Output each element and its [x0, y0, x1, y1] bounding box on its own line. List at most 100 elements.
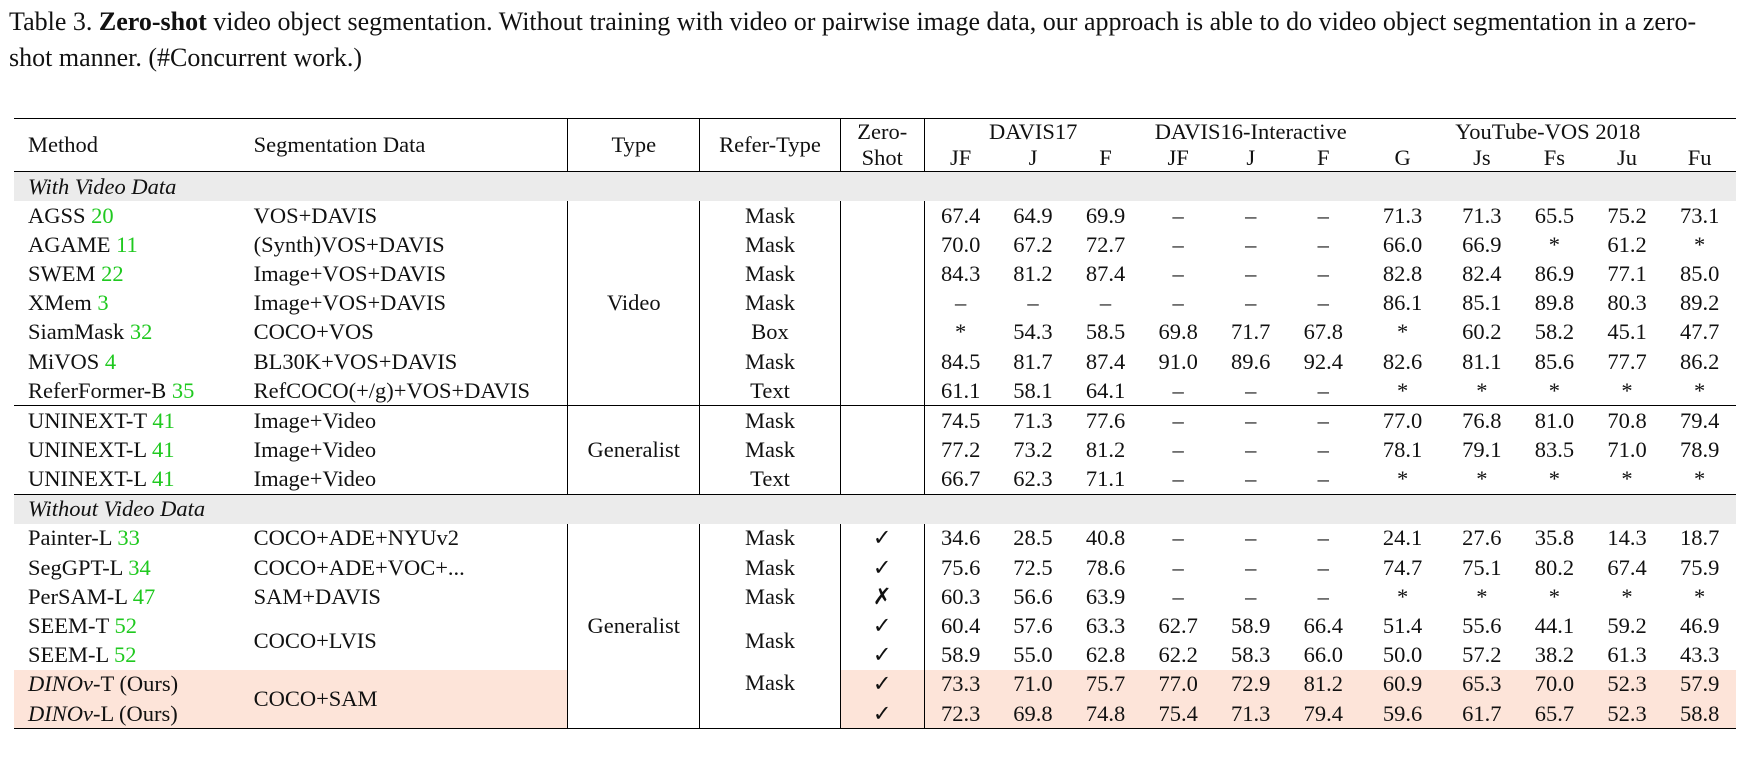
segmentation-data: Image+VOS+DAVIS — [253, 290, 447, 316]
value-cell: 54.3 — [1013, 319, 1053, 345]
value-cell: 60.9 — [1359, 669, 1446, 699]
col-method: Method — [28, 132, 98, 157]
value-cell: 52.3 — [1590, 669, 1664, 699]
value-cell: * — [1621, 583, 1633, 609]
section-with-video: With Video Data — [14, 171, 1736, 201]
method-label: MiVOS — [28, 348, 105, 374]
method-suffix: -L (Ours) — [92, 700, 178, 726]
value-cell: 46.9 — [1679, 613, 1720, 639]
value-cell: 71.0 — [996, 669, 1070, 699]
value-cell: * — [1476, 377, 1488, 403]
value-cell: 63.3 — [1085, 613, 1126, 639]
citation-ref: 32 — [129, 319, 153, 345]
zero-shot-cell: ✓ — [839, 699, 925, 729]
value-cell: 69.9 — [1085, 202, 1126, 228]
value-cell: * — [1548, 466, 1561, 492]
value-cell: – — [1317, 231, 1329, 257]
citation-ref: 41 — [151, 466, 175, 492]
value-cell: 78.6 — [1085, 554, 1126, 580]
value-cell: – — [1172, 231, 1184, 257]
value-cell: 58.1 — [1013, 377, 1053, 403]
value-cell: 92.4 — [1303, 348, 1343, 374]
value-cell: 43.3 — [1679, 642, 1720, 668]
value-cell: 18.7 — [1679, 525, 1720, 551]
method-name: PerSAM-L 47 — [14, 582, 240, 611]
value-cell: – — [1317, 525, 1329, 551]
method-name: UNINEXT-L 41 — [14, 436, 240, 465]
value-cell: 71.7 — [1231, 319, 1271, 345]
value-cell: 57.6 — [1013, 613, 1053, 639]
table-row: SEEM-L 52 ✓ 58.9 55.0 62.8 62.2 58.3 66.0 50.0 57… — [14, 640, 1736, 670]
value-cell: – — [1245, 554, 1257, 580]
value-cell: 71.3 — [1013, 407, 1053, 433]
header-row-1: Method Segmentation Data Type Refer-Type… — [14, 118, 1736, 172]
citation-ref: 52 — [114, 642, 137, 668]
value-cell: – — [1027, 290, 1039, 316]
value-cell: – — [1172, 407, 1184, 433]
value-cell: – — [1317, 377, 1329, 403]
value-cell: 55.0 — [1013, 642, 1053, 668]
method-label: SiamMask — [28, 319, 130, 345]
value-cell: 75.4 — [1141, 699, 1215, 729]
table-row: XMem 3 Image+VOS+DAVIS Mask – – – – – – 86.1 85.1 8… — [14, 288, 1736, 318]
segmentation-data: Image+VOS+DAVIS — [253, 260, 447, 286]
value-cell: * — [1396, 319, 1409, 345]
refer-type: Mask — [699, 553, 841, 583]
value-cell: 61.3 — [1607, 642, 1647, 668]
value-cell: – — [1245, 583, 1257, 609]
value-cell: 66.0 — [1303, 642, 1343, 668]
table-row: UNINEXT-L 41 Image+Video Text 66.7 62.3 71.1 –… — [14, 464, 1736, 495]
value-cell: 78.9 — [1679, 437, 1720, 463]
value-cell: 56.6 — [1013, 583, 1053, 609]
col-refer-type: Refer-Type — [699, 118, 841, 172]
segmentation-data: Image+Video — [253, 407, 377, 433]
zero-shot-cell — [839, 317, 925, 347]
value-cell: 77.2 — [923, 435, 997, 465]
col-ytvos: YouTube-VOS 2018 — [1455, 119, 1641, 144]
refer-type: Mask — [699, 435, 841, 465]
value-cell: 84.5 — [923, 346, 997, 377]
method-label: XMem — [28, 290, 98, 316]
value-cell: 66.0 — [1382, 231, 1423, 257]
value-cell: 60.2 — [1462, 319, 1502, 345]
col-yt-ju: Ju — [1617, 145, 1638, 170]
section-label: Without Video Data — [14, 494, 1736, 524]
table-row: SWEM 22 Image+VOS+DAVIS Mask 84.3 81.2 87.4 – –… — [14, 259, 1736, 289]
value-cell: 87.4 — [1085, 348, 1126, 374]
group-generalist-video: UNINEXT-T 41 Image+Video Generalist Mask 74.… — [14, 405, 1736, 495]
value-cell: 82.8 — [1382, 260, 1423, 286]
col-d17-f: F — [1099, 145, 1112, 170]
value-cell: * — [1694, 377, 1706, 403]
refer-type: Mask — [699, 405, 841, 436]
value-cell: 66.4 — [1303, 613, 1343, 639]
value-cell: 50.0 — [1382, 642, 1423, 668]
segmentation-data: COCO+ADE+NYUv2 — [253, 525, 459, 551]
value-cell: – — [1099, 290, 1112, 316]
method-name: SegGPT-L 34 — [14, 553, 240, 582]
value-cell: 74.7 — [1382, 554, 1423, 580]
value-cell: 73.2 — [1013, 437, 1053, 463]
table-row: Painter-L 33 COCO+ADE+NYUv2 Generalist Mask… — [14, 523, 1736, 729]
value-cell: * — [1396, 466, 1409, 492]
value-cell: – — [1245, 466, 1257, 492]
value-cell: – — [1245, 407, 1257, 433]
citation-ref: 35 — [171, 377, 195, 403]
value-cell: * — [1548, 231, 1561, 257]
value-cell: 72.3 — [923, 699, 997, 729]
value-cell: 81.0 — [1534, 407, 1575, 433]
value-cell: 73.3 — [923, 669, 997, 699]
value-cell: 62.3 — [1013, 466, 1053, 492]
value-cell: – — [1245, 525, 1257, 551]
value-cell: 89.6 — [1231, 348, 1271, 374]
method-label: SegGPT-L — [28, 554, 129, 580]
value-cell: – — [1172, 202, 1184, 228]
value-cell: 79.4 — [1287, 699, 1360, 729]
value-cell: 57.9 — [1663, 669, 1736, 699]
method-label: UNINEXT-L — [28, 437, 152, 463]
method-name: UNINEXT-L 41 — [14, 465, 240, 495]
method-italic: DINOv — [28, 671, 93, 697]
value-cell: – — [1317, 407, 1329, 433]
value-cell: 72.9 — [1214, 669, 1287, 699]
value-cell: 81.2 — [1013, 260, 1053, 286]
method-label: Painter-L — [28, 525, 118, 551]
